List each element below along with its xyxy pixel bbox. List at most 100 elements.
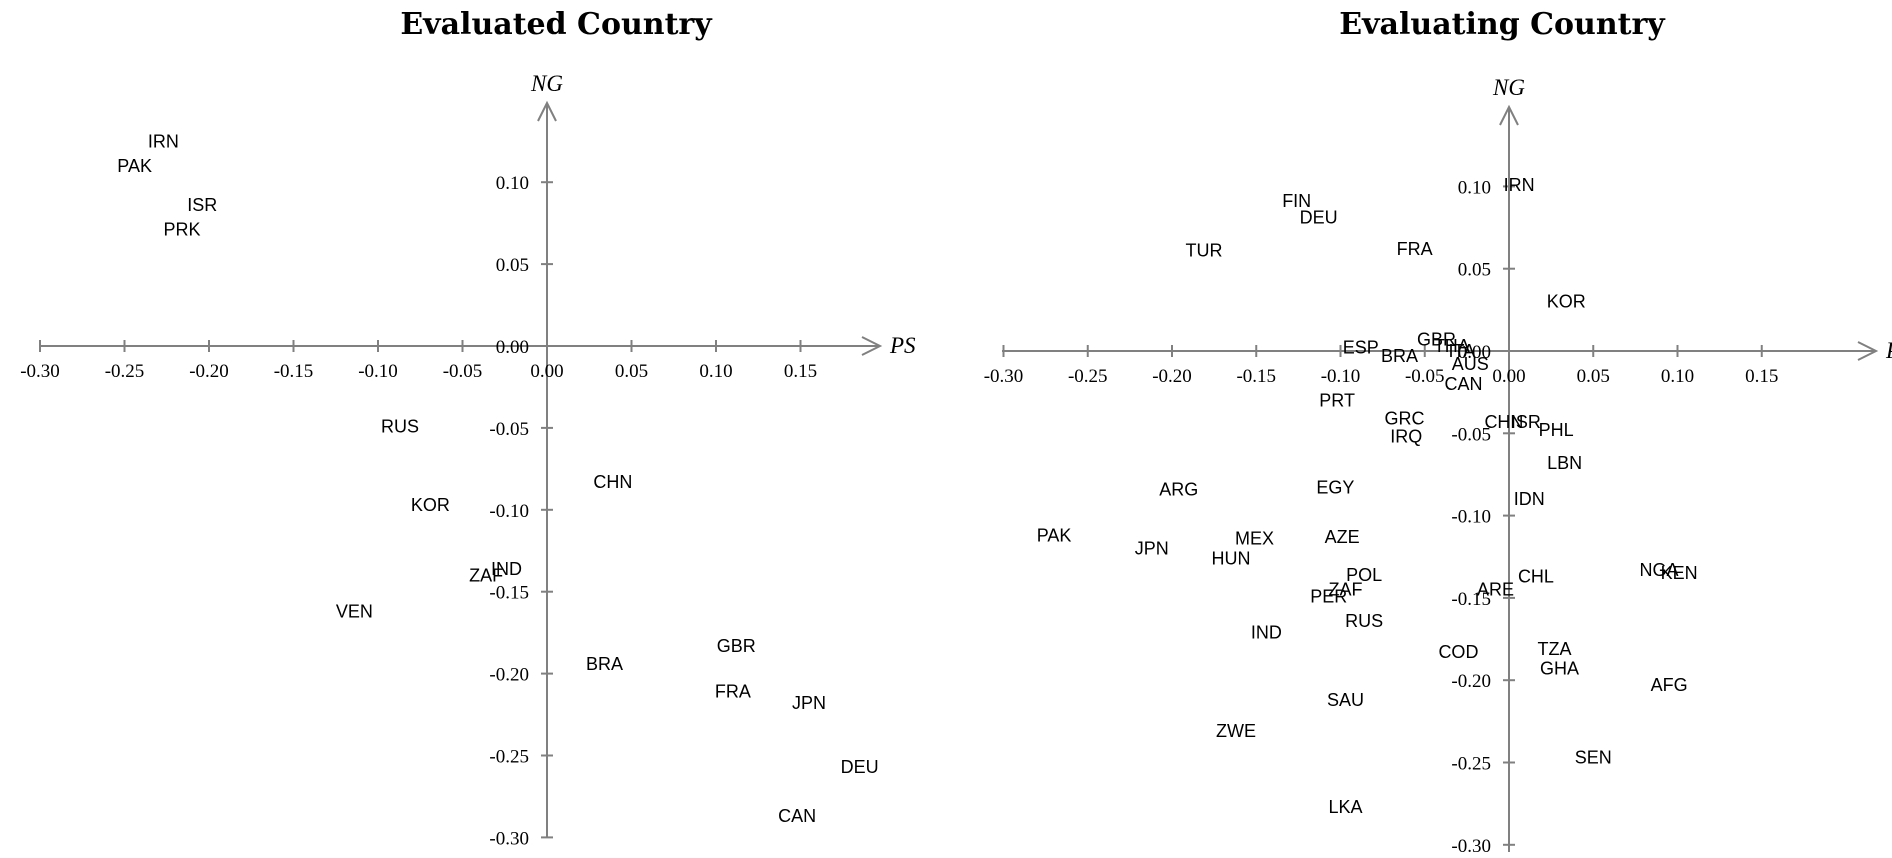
x-tick-label: -0.10 — [1321, 366, 1361, 387]
y-tick-label: 0.00 — [496, 337, 529, 358]
point-label-hun: HUN — [1211, 548, 1250, 568]
point-label-chn: CHN — [593, 472, 632, 492]
y-tick-label: -0.20 — [489, 665, 529, 686]
x-axis-arrow-icon — [1857, 341, 1879, 361]
point-label-fra: FRA — [715, 682, 751, 702]
point-label-chn: CHN — [1484, 412, 1523, 432]
x-axis-label: PS — [1885, 338, 1892, 363]
point-label-can: CAN — [1444, 374, 1482, 394]
point-label-grc: GRC — [1385, 408, 1425, 428]
point-label-lka: LKA — [1329, 797, 1363, 817]
y-tick-label: 0.10 — [496, 173, 529, 194]
point-label-ind: IND — [1251, 622, 1282, 642]
point-label-zwe: ZWE — [1216, 721, 1256, 741]
point-label-ken: KEN — [1661, 563, 1698, 583]
x-tick-label: -0.30 — [20, 361, 60, 382]
point-label-ven: VEN — [336, 601, 373, 621]
chart-title: Evaluating Country — [1339, 7, 1666, 42]
point-label-kor: KOR — [411, 495, 450, 515]
point-label-aus: AUS — [1452, 354, 1489, 374]
y-tick-label: -0.10 — [1451, 507, 1491, 528]
x-tick-label: -0.05 — [1405, 366, 1445, 387]
point-label-fin: FIN — [1282, 191, 1311, 211]
point-label-deu: DEU — [1300, 208, 1338, 228]
point-label-prk: PRK — [163, 220, 200, 240]
point-label-chl: CHL — [1518, 567, 1554, 587]
point-label-lbn: LBN — [1547, 453, 1582, 473]
y-tick-label: 0.05 — [1458, 260, 1491, 281]
point-label-prt: PRT — [1319, 390, 1355, 410]
point-label-per: PER — [1310, 586, 1347, 606]
x-tick-label: 0.05 — [1577, 366, 1610, 387]
point-label-deu: DEU — [841, 757, 879, 777]
point-label-jpn: JPN — [1135, 539, 1169, 559]
point-label-ind: IND — [491, 559, 522, 579]
scatter-plot-evaluated: Evaluated Country PS NG -0.30 -0.25 -0.20 -0.1… — [20, 7, 916, 849]
y-axis-label: NG — [530, 71, 563, 96]
point-label-rus: RUS — [1345, 611, 1383, 631]
point-label-pak: PAK — [117, 156, 152, 176]
point-label-gha: GHA — [1540, 659, 1579, 679]
x-axis-label: PS — [889, 333, 916, 358]
point-label-aze: AZE — [1325, 527, 1360, 547]
point-label-jpn: JPN — [792, 693, 826, 713]
point-label-isr: ISR — [187, 195, 217, 215]
y-tick-label: 0.00 — [1458, 342, 1491, 363]
x-axis-arrow-icon — [861, 336, 883, 356]
chart-evaluating-country: Evaluating Country PS NG -0.30 -0.25 -0.20 -0.… — [946, 0, 1892, 858]
x-tick-label: -0.25 — [105, 361, 145, 382]
y-axis-arrow-icon — [537, 100, 557, 122]
point-label-irn: IRN — [1504, 175, 1535, 195]
point-label-bra: BRA — [1381, 346, 1418, 366]
point-label-sau: SAU — [1327, 690, 1364, 710]
chart-evaluated-country: Evaluated Country PS NG -0.30 -0.25 -0.20 -0.1… — [20, 7, 916, 849]
point-label-irn: IRN — [148, 131, 179, 151]
point-label-zaf: ZAF — [469, 565, 503, 585]
x-tick-label: 0.15 — [784, 361, 817, 382]
point-label-afg: AFG — [1651, 675, 1688, 695]
x-tick-label: -0.10 — [358, 361, 398, 382]
y-tick-label: -0.15 — [489, 583, 529, 604]
scatter-plot-evaluating: Evaluating Country PS NG -0.30 -0.25 -0.20 -0.… — [984, 7, 1892, 857]
point-label-nga: NGA — [1639, 560, 1678, 580]
point-label-isr: ISR — [1511, 412, 1541, 432]
point-label-bra: BRA — [586, 654, 623, 674]
point-label-ita: ITA — [1448, 341, 1475, 361]
point-label-tur: TUR — [1186, 241, 1223, 261]
point-label-pol: POL — [1346, 565, 1382, 585]
y-tick-label: -0.15 — [1451, 589, 1491, 610]
point-label-phl: PHL — [1539, 420, 1574, 440]
point-label-tza: TZA — [1537, 639, 1571, 659]
point-label-sen: SEN — [1575, 748, 1612, 768]
point-label-fra: FRA — [1397, 239, 1433, 259]
point-label-idn: IDN — [1514, 489, 1545, 509]
point-label-egy: EGY — [1316, 478, 1354, 498]
point-label-can: CAN — [778, 806, 816, 826]
y-tick-label: -0.05 — [489, 419, 529, 440]
y-tick-label: -0.25 — [1451, 754, 1491, 775]
point-label-zaf: ZAF — [1329, 580, 1363, 600]
y-tick-label: -0.30 — [1451, 836, 1491, 857]
point-label-irq: IRQ — [1390, 427, 1422, 447]
y-tick-label: -0.05 — [1451, 424, 1491, 445]
x-tick-label: 0.05 — [615, 361, 648, 382]
y-tick-label: -0.25 — [489, 747, 529, 768]
point-label-gbr: GBR — [717, 636, 756, 656]
x-tick-label: -0.30 — [984, 366, 1024, 387]
y-tick-label: 0.05 — [496, 255, 529, 276]
y-tick-label: -0.20 — [1451, 671, 1491, 692]
x-tick-label: -0.20 — [1152, 366, 1192, 387]
point-label-are: ARE — [1477, 580, 1514, 600]
y-axis-arrow-icon — [1499, 104, 1519, 126]
y-axis-label: NG — [1492, 75, 1525, 100]
x-tick-label: 0.15 — [1745, 366, 1778, 387]
point-label-arg: ARG — [1159, 479, 1198, 499]
x-tick-label: -0.05 — [443, 361, 483, 382]
point-label-kor: KOR — [1547, 292, 1586, 312]
point-label-mex: MEX — [1235, 529, 1274, 549]
point-label-esp: ESP — [1343, 338, 1379, 358]
point-label-rus: RUS — [381, 416, 419, 436]
x-tick-label: 0.00 — [530, 361, 563, 382]
y-tick-label: -0.30 — [489, 828, 529, 849]
point-label-pak: PAK — [1037, 525, 1072, 545]
